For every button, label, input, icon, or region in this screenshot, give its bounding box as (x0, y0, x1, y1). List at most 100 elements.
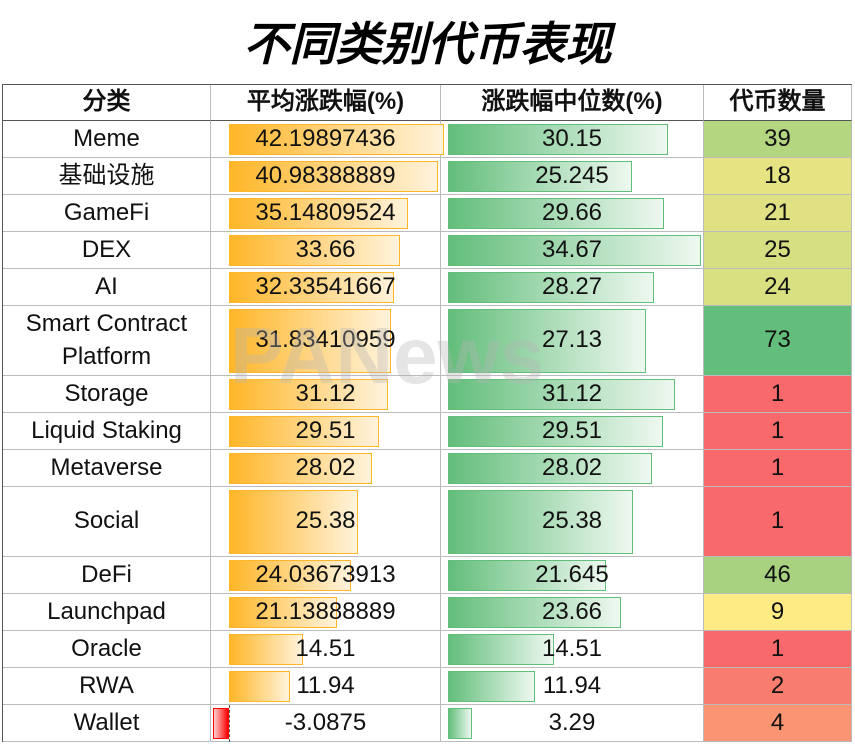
category: DeFi (81, 560, 132, 588)
value-cell: 11.94 (211, 668, 441, 705)
value-cell: 25.245 (441, 158, 704, 195)
data-bar (448, 634, 554, 665)
data-bar (229, 560, 352, 591)
bar-axis (229, 705, 230, 742)
value-cell: 23.66 (441, 594, 704, 631)
category: RWA (79, 671, 134, 699)
data-bar (213, 708, 229, 739)
value: 3.29 (548, 708, 596, 736)
value: 11.94 (296, 671, 355, 699)
category: Metaverse (50, 453, 163, 481)
value: 1 (770, 634, 785, 662)
value: 21.13888889 (255, 597, 396, 625)
value-cell: 31.12 (211, 376, 441, 413)
data-bar (229, 272, 394, 303)
value: 23.66 (541, 597, 603, 625)
value-cell: 1 (704, 413, 852, 450)
header-text: 平均涨跌幅(%) (246, 88, 405, 116)
category-cell: Storage (3, 376, 211, 413)
header-text: 涨跌幅中位数(%) (481, 88, 663, 116)
category: Liquid Staking (31, 416, 182, 444)
data-bar (448, 235, 701, 266)
value-cell: 2 (704, 668, 852, 705)
value: 29.66 (541, 198, 603, 226)
category: Social (73, 507, 140, 535)
value-cell: 4 (704, 705, 852, 742)
watermark: PANews (230, 311, 545, 400)
title: 不同类别代币表现 (243, 18, 612, 70)
value-cell: 21 (704, 195, 852, 232)
value: 1 (770, 416, 785, 444)
value: 2 (770, 671, 785, 699)
category-cell: Smart Contract Platform (3, 306, 211, 376)
data-bar (448, 124, 669, 155)
category-cell: AI (3, 269, 211, 306)
value-cell: 31.12 (441, 376, 704, 413)
data-bar (229, 379, 388, 410)
value-cell: 24.03673913 (211, 557, 441, 594)
column-header: 分类 (3, 85, 211, 121)
category: Meme (73, 124, 140, 152)
column-header: 涨跌幅中位数(%) (441, 85, 704, 121)
value-cell: 42.19897436 (211, 121, 444, 158)
category-cell: 基础设施 (3, 158, 211, 195)
data-bar (229, 124, 444, 155)
value-cell: 32.33541667 (211, 269, 441, 306)
value-cell: 1 (704, 376, 852, 413)
value-cell: 29.51 (211, 413, 441, 450)
value: 40.98388889 (255, 161, 396, 189)
value: 35.14809524 (255, 198, 396, 226)
value: 39 (764, 124, 791, 152)
value: 21.645 (535, 560, 609, 588)
category: Launchpad (47, 597, 166, 625)
value: 32.33541667 (255, 272, 396, 300)
category-cell: DEX (3, 232, 211, 269)
value-cell: 25.38 (211, 487, 441, 557)
category-cell: GameFi (3, 195, 211, 232)
data-bar (448, 708, 472, 739)
value: 25.38 (541, 507, 603, 535)
value-cell: 35.14809524 (211, 195, 441, 232)
category-cell: Wallet (3, 705, 211, 742)
value: 1 (770, 379, 785, 407)
value-cell: 25.38 (441, 487, 704, 557)
value: 28.27 (541, 272, 603, 300)
value: 18 (764, 161, 791, 189)
value: 31.83410959 (255, 326, 396, 354)
category: AI (95, 272, 118, 300)
value: 30.15 (541, 124, 603, 152)
value: 46 (764, 560, 791, 588)
data-bar (448, 671, 536, 702)
value: 42.19897436 (255, 124, 396, 152)
value: 4 (770, 708, 785, 736)
category-cell: Launchpad (3, 594, 211, 631)
value-cell: 31.83410959 (211, 306, 441, 376)
value-cell: 28.27 (441, 269, 704, 306)
value: 24.03673913 (255, 560, 396, 588)
data-bar (448, 597, 621, 628)
value: 21 (764, 198, 791, 226)
value-cell: 18 (704, 158, 852, 195)
value: 25.245 (535, 161, 609, 189)
value-cell: 29.66 (441, 195, 704, 232)
value-cell: 39 (704, 121, 852, 158)
column-header: 平均涨跌幅(%) (211, 85, 441, 121)
value-cell: 29.51 (441, 413, 704, 450)
category: Smart Contract Platform (25, 310, 188, 370)
value: 14.51 (295, 634, 356, 662)
value: 28.02 (541, 453, 603, 481)
category-cell: Social (3, 487, 211, 557)
value-cell: 46 (704, 557, 852, 594)
value-cell: 28.02 (211, 450, 441, 487)
value-cell: 14.51 (441, 631, 704, 668)
data-bar (229, 161, 438, 192)
value: 1 (770, 453, 785, 481)
value-cell: 1 (704, 487, 852, 557)
value-cell: 33.66 (211, 232, 441, 269)
category-cell: RWA (3, 668, 211, 705)
value: 31.12 (295, 379, 356, 407)
value-cell: 3.29 (441, 705, 704, 742)
category-cell: Metaverse (3, 450, 211, 487)
header-text: 代币数量 (729, 88, 826, 116)
value-cell: 1 (704, 450, 852, 487)
